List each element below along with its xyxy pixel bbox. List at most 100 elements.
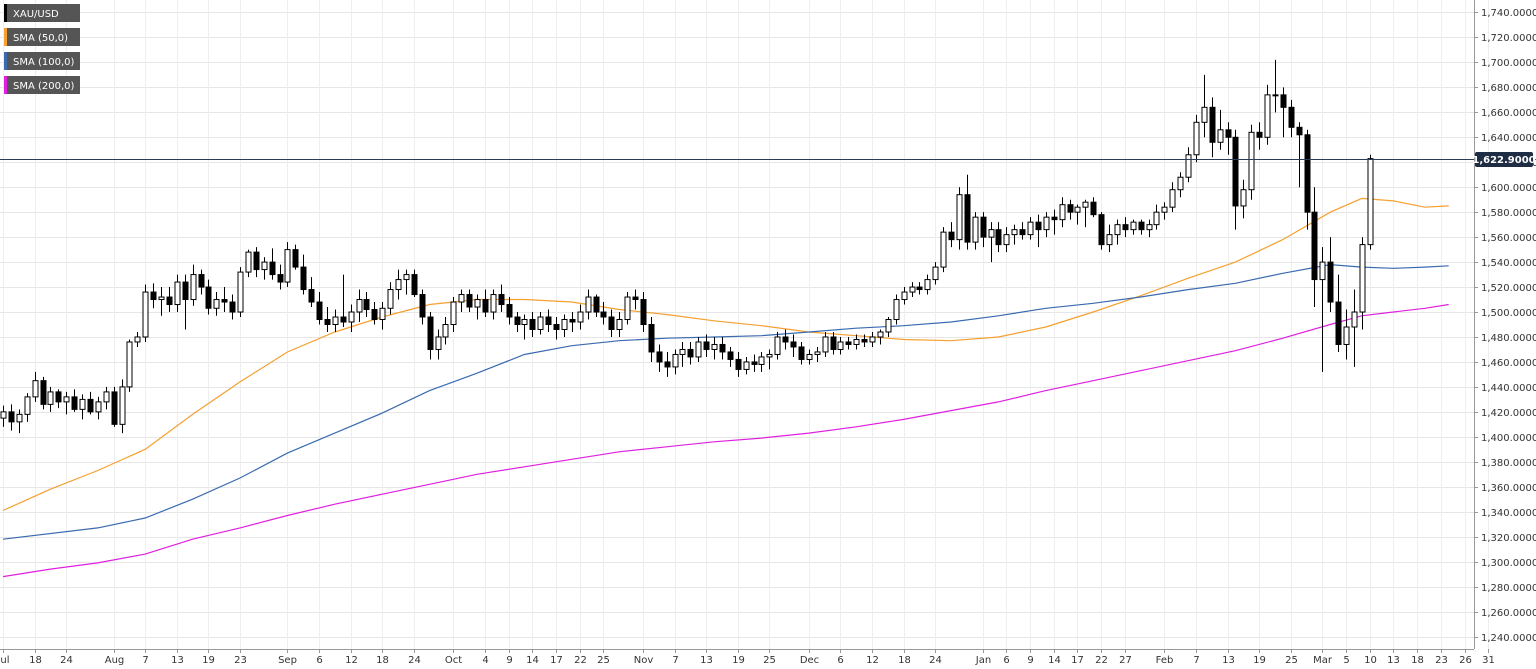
candle-body [1019,229,1026,236]
y-tick-label: 1,580.0000 [1481,208,1536,219]
x-tick-label: 10 [1364,655,1377,666]
last-price-badge-bg [1475,152,1533,167]
legend-item-bg [4,52,80,70]
candle-body [822,336,829,353]
candle-body [79,398,86,410]
candle-body [521,319,528,325]
candle-body [1319,261,1326,281]
candle-body [411,274,418,296]
candle-body [790,341,797,348]
x-tick-label: 6 [1003,655,1009,666]
candle-body [640,299,647,325]
grid-lines [0,0,1489,649]
candle-body [245,251,252,273]
y-tick-label: 1,740.0000 [1481,8,1536,19]
candle-body [182,281,189,301]
candle-body [87,398,94,413]
x-tick-label: 17 [550,655,563,666]
candle-body [798,346,805,360]
y-tick-label: 1,380.0000 [1481,458,1536,469]
x-tick-label: 24 [929,655,942,666]
y-tick-label: 1,640.0000 [1481,133,1536,144]
candle-body [174,281,181,306]
candle-body [553,324,560,330]
candle-body [901,291,908,301]
candle-body [292,249,299,268]
candle-body [1209,106,1216,143]
candle-body [529,319,536,330]
candle-body [316,301,323,321]
candle-body [1035,221,1042,231]
candle-body [198,274,205,288]
candle-body [940,231,947,268]
y-tick-label: 1,660.0000 [1481,108,1536,119]
candle-body [1264,94,1271,138]
legend-color-swatch [4,28,7,46]
legend-color-swatch [4,52,7,70]
y-tick-label: 1,720.0000 [1481,33,1536,44]
x-tick-label: Dec [800,655,819,666]
legend-item-label: SMA (50,0) [13,33,68,44]
candle-body [988,229,995,238]
x-tick-label: 25 [1285,655,1298,666]
legend-item[interactable]: XAU/USD [4,4,80,22]
legend-item-bg [4,4,80,22]
x-tick-label: Nov [634,655,654,666]
candle-body [1051,216,1058,221]
candle-body [719,343,726,353]
candle-body [1351,311,1358,328]
candle-body [40,380,47,405]
legend-item[interactable]: SMA (50,0) [4,28,80,46]
candle-body [356,299,363,313]
legend-item[interactable]: SMA (100,0) [4,52,80,70]
x-tick-label: 18 [29,655,42,666]
candle-body [569,319,576,323]
candle-body [853,338,860,345]
y-tick-label: 1,540.0000 [1481,258,1536,269]
candle-body [1359,244,1366,313]
candle-body [1193,121,1200,156]
x-tick-label: 17 [1071,655,1084,666]
candle-body [924,279,931,291]
x-tick-label: 5 [1343,655,1349,666]
x-tick-label: 13 [1222,655,1235,666]
y-tick-label: 1,420.0000 [1481,408,1536,419]
y-tick-label: 1,360.0000 [1481,483,1536,494]
y-tick-label: 1,680.0000 [1481,83,1536,94]
candle-body [727,351,734,360]
legend-item[interactable]: SMA (200,0) [4,76,80,94]
y-tick-label: 1,400.0000 [1481,433,1536,444]
candle-body [119,386,126,425]
candle-body [1027,221,1034,236]
y-tick-label: 1,300.0000 [1481,558,1536,569]
candle-body [324,319,331,325]
candle-body [1114,224,1121,236]
x-tick-label: 13 [700,655,713,666]
x-tick-label: 13 [171,655,184,666]
candle-body [348,311,355,323]
candle-body [964,194,971,243]
legend: XAU/USD SMA (50,0) SMA (100,0) SMA (200,0) [4,4,80,94]
candle-body [1288,106,1295,128]
candle-body [743,361,750,370]
candle-body [703,341,710,350]
candle-body [63,396,70,403]
candle-body [47,391,54,405]
candle-body [16,413,23,423]
y-tick-label: 1,280.0000 [1481,583,1536,594]
candle-body [593,296,600,313]
candle-body [71,396,78,410]
candle-body [466,294,473,308]
candle-body [55,391,62,403]
candle-body [126,341,133,388]
candle-body [427,316,434,350]
x-tick-label: Jul [0,655,10,666]
candle-body [158,296,165,301]
candle-body [932,266,939,281]
x-tick-label: 4 [482,655,488,666]
x-tick-label: Feb [1156,655,1174,666]
x-tick-label: 24 [60,655,73,666]
candle-body [482,299,489,313]
candle-body [221,299,228,303]
x-tick-label: 18 [898,655,911,666]
